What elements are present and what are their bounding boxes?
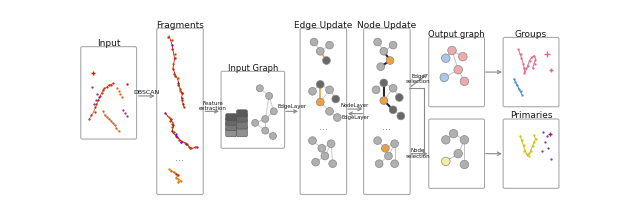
- Circle shape: [442, 157, 450, 166]
- Circle shape: [256, 85, 263, 92]
- Text: NodeLayer: NodeLayer: [341, 103, 369, 108]
- Circle shape: [316, 81, 324, 88]
- Circle shape: [332, 95, 340, 103]
- Circle shape: [391, 160, 399, 168]
- Circle shape: [385, 152, 392, 160]
- Circle shape: [333, 114, 341, 121]
- FancyBboxPatch shape: [226, 122, 237, 131]
- Text: EdgeLayer: EdgeLayer: [341, 115, 369, 120]
- Circle shape: [380, 48, 388, 55]
- Circle shape: [396, 94, 403, 101]
- Text: ...: ...: [383, 122, 392, 132]
- Circle shape: [310, 38, 318, 46]
- Circle shape: [270, 108, 277, 115]
- Circle shape: [442, 136, 450, 144]
- Circle shape: [391, 140, 399, 148]
- Text: Node
selection: Node selection: [406, 148, 430, 159]
- Circle shape: [262, 127, 269, 134]
- Circle shape: [389, 106, 397, 114]
- Text: Edge
selection: Edge selection: [406, 74, 430, 84]
- Circle shape: [372, 86, 380, 94]
- Circle shape: [377, 63, 385, 71]
- FancyBboxPatch shape: [364, 28, 410, 194]
- Text: Node Update: Node Update: [357, 21, 417, 30]
- Circle shape: [308, 87, 316, 95]
- Circle shape: [448, 46, 456, 55]
- Circle shape: [380, 97, 388, 104]
- Circle shape: [323, 57, 330, 64]
- Text: Feature
extraction: Feature extraction: [198, 101, 227, 111]
- FancyBboxPatch shape: [237, 126, 248, 137]
- Circle shape: [252, 119, 259, 126]
- Text: DBSCAN: DBSCAN: [134, 90, 160, 95]
- Circle shape: [316, 98, 324, 106]
- FancyBboxPatch shape: [429, 119, 484, 188]
- Text: Input Graph: Input Graph: [228, 64, 278, 73]
- Circle shape: [374, 38, 381, 46]
- Circle shape: [454, 65, 463, 74]
- Circle shape: [326, 41, 333, 49]
- Circle shape: [380, 79, 388, 87]
- FancyBboxPatch shape: [429, 38, 484, 107]
- Circle shape: [375, 160, 383, 168]
- Text: EdgeLayer: EdgeLayer: [277, 104, 307, 109]
- Circle shape: [327, 140, 335, 148]
- FancyBboxPatch shape: [226, 127, 237, 137]
- Circle shape: [442, 54, 450, 62]
- FancyBboxPatch shape: [300, 28, 347, 194]
- Circle shape: [269, 133, 276, 139]
- Circle shape: [397, 112, 404, 120]
- Circle shape: [454, 149, 463, 158]
- FancyBboxPatch shape: [237, 119, 248, 129]
- Circle shape: [266, 93, 273, 99]
- Circle shape: [386, 57, 394, 64]
- Circle shape: [326, 86, 333, 94]
- Circle shape: [449, 129, 458, 138]
- Circle shape: [460, 160, 468, 169]
- Circle shape: [308, 137, 316, 145]
- Circle shape: [460, 136, 468, 144]
- Text: Edge Update: Edge Update: [294, 21, 353, 30]
- Circle shape: [459, 52, 467, 61]
- Circle shape: [321, 152, 329, 160]
- FancyBboxPatch shape: [237, 110, 248, 117]
- Circle shape: [312, 158, 319, 166]
- Circle shape: [389, 84, 397, 92]
- FancyBboxPatch shape: [157, 28, 204, 194]
- Circle shape: [389, 41, 397, 49]
- FancyBboxPatch shape: [221, 71, 285, 148]
- Text: Groups: Groups: [515, 30, 547, 39]
- FancyBboxPatch shape: [226, 114, 237, 121]
- FancyBboxPatch shape: [503, 119, 559, 188]
- Circle shape: [262, 116, 269, 123]
- Text: Fragments: Fragments: [156, 21, 204, 30]
- FancyBboxPatch shape: [226, 117, 237, 125]
- Circle shape: [329, 160, 337, 168]
- Text: Input: Input: [97, 39, 120, 48]
- Circle shape: [318, 145, 326, 152]
- Circle shape: [381, 145, 389, 152]
- Circle shape: [326, 107, 333, 115]
- FancyBboxPatch shape: [237, 114, 248, 122]
- Text: Primaries: Primaries: [510, 111, 552, 121]
- FancyBboxPatch shape: [81, 47, 136, 139]
- Text: ...: ...: [319, 122, 328, 132]
- Circle shape: [460, 77, 468, 85]
- Circle shape: [440, 73, 449, 82]
- FancyBboxPatch shape: [503, 38, 559, 107]
- Text: Output graph: Output graph: [428, 30, 485, 39]
- Text: ...: ...: [175, 153, 184, 163]
- Circle shape: [316, 48, 324, 55]
- Circle shape: [374, 137, 381, 145]
